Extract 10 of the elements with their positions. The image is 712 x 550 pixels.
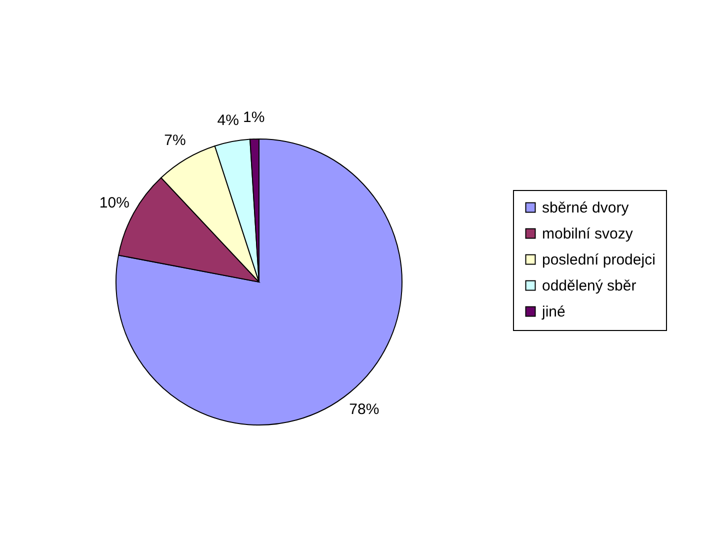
legend-label: sběrné dvory [542, 200, 630, 216]
data-label: 4% [217, 112, 239, 129]
legend-label: mobilní svozy [542, 226, 634, 242]
data-label: 1% [242, 109, 265, 126]
data-label: 7% [164, 132, 186, 149]
data-label: 10% [99, 194, 130, 212]
legend-label: poslední prodejci [542, 252, 656, 268]
legend-label: jiné [541, 304, 566, 320]
data-label: 78% [349, 401, 380, 418]
legend-label: oddělený sběr [542, 278, 636, 294]
